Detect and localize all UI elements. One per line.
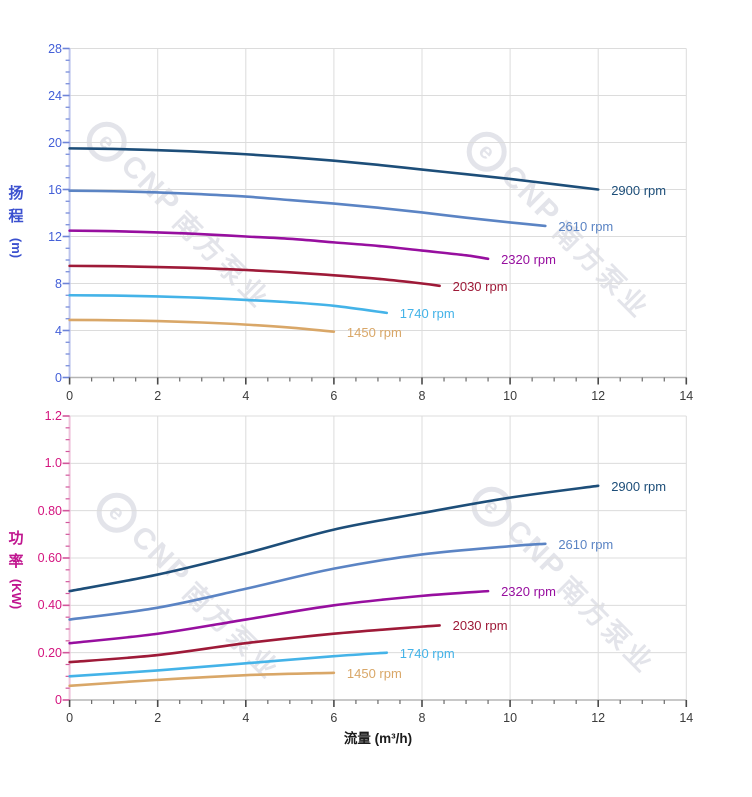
- y-tick-label: 1.2: [44, 409, 62, 423]
- power-axis-title: 功率: [8, 530, 24, 570]
- y-tick-label: 20: [48, 135, 62, 150]
- curve-end-label: 2610 rpm: [558, 536, 614, 552]
- curve-2900-rpm: [68, 147, 600, 191]
- y-tick-label: 4: [55, 323, 62, 338]
- x-tick-label: 0: [66, 711, 74, 725]
- y-tick-label: 0: [55, 370, 62, 385]
- flow-axis-title: 流量 (m³/h): [343, 731, 413, 746]
- x-tick-label: 10: [503, 711, 518, 725]
- y-tick-label: 0.60: [37, 551, 62, 565]
- y-tick-label: 24: [48, 88, 62, 103]
- curve-end-label: 2900 rpm: [611, 478, 667, 494]
- y-tick-label: 12: [48, 229, 62, 244]
- x-tick-label: 6: [330, 389, 338, 403]
- y-tick-label: 1.0: [44, 456, 62, 471]
- curve-end-label: 1450 rpm: [346, 665, 402, 681]
- x-tick-label: 6: [330, 711, 338, 725]
- y-tick-label: 0: [55, 693, 62, 707]
- y-tick-label: 0.40: [37, 598, 62, 613]
- curve-end-label: 2030 rpm: [452, 278, 508, 294]
- curve-end-label: 1450 rpm: [346, 324, 402, 340]
- x-tick-label: 10: [503, 389, 518, 403]
- y-tick-label: 28: [48, 41, 62, 56]
- x-tick-label: 2: [154, 711, 162, 725]
- x-tick-label: 14: [679, 389, 694, 403]
- head-axis-unit: (m): [9, 237, 24, 259]
- x-tick-label: 8: [418, 389, 426, 403]
- curve-2610-rpm: [68, 542, 547, 621]
- head-axis-title: 扬程: [8, 185, 24, 225]
- curve-2320-rpm: [68, 229, 490, 261]
- x-tick-label: 8: [418, 711, 426, 725]
- curve-end-label: 2030 rpm: [452, 618, 508, 634]
- power-axis-unit: (KW): [9, 578, 24, 610]
- curve-2030-rpm: [68, 624, 441, 664]
- curve-2900-rpm: [68, 484, 600, 593]
- curve-end-label: 1740 rpm: [399, 305, 455, 321]
- x-tick-label: 4: [242, 711, 250, 725]
- curve-end-label: 2900 rpm: [611, 182, 667, 198]
- curve-1450-rpm: [68, 318, 336, 333]
- curve-end-label: 2320 rpm: [501, 251, 556, 267]
- curve-1740-rpm: [68, 293, 389, 315]
- curve-end-label: 2610 rpm: [558, 218, 614, 234]
- y-tick-label: 0.20: [37, 645, 62, 660]
- y-tick-label: 0.80: [37, 503, 62, 518]
- curve-2610-rpm: [68, 189, 547, 228]
- curve-2320-rpm: [68, 589, 490, 645]
- y-tick-label: 8: [55, 276, 62, 291]
- x-tick-label: 2: [154, 389, 162, 403]
- curve-2030-rpm: [68, 264, 441, 288]
- x-tick-label: 12: [591, 711, 606, 725]
- curve-1450-rpm: [68, 671, 336, 688]
- curve-end-label: 1740 rpm: [399, 645, 455, 661]
- y-tick-label: 16: [48, 182, 62, 197]
- curve-1740-rpm: [68, 651, 389, 678]
- curve-end-label: 2320 rpm: [501, 584, 556, 600]
- x-tick-label: 12: [591, 389, 606, 403]
- x-tick-label: 4: [242, 389, 250, 403]
- x-tick-label: 14: [679, 711, 694, 725]
- x-tick-label: 0: [66, 389, 74, 403]
